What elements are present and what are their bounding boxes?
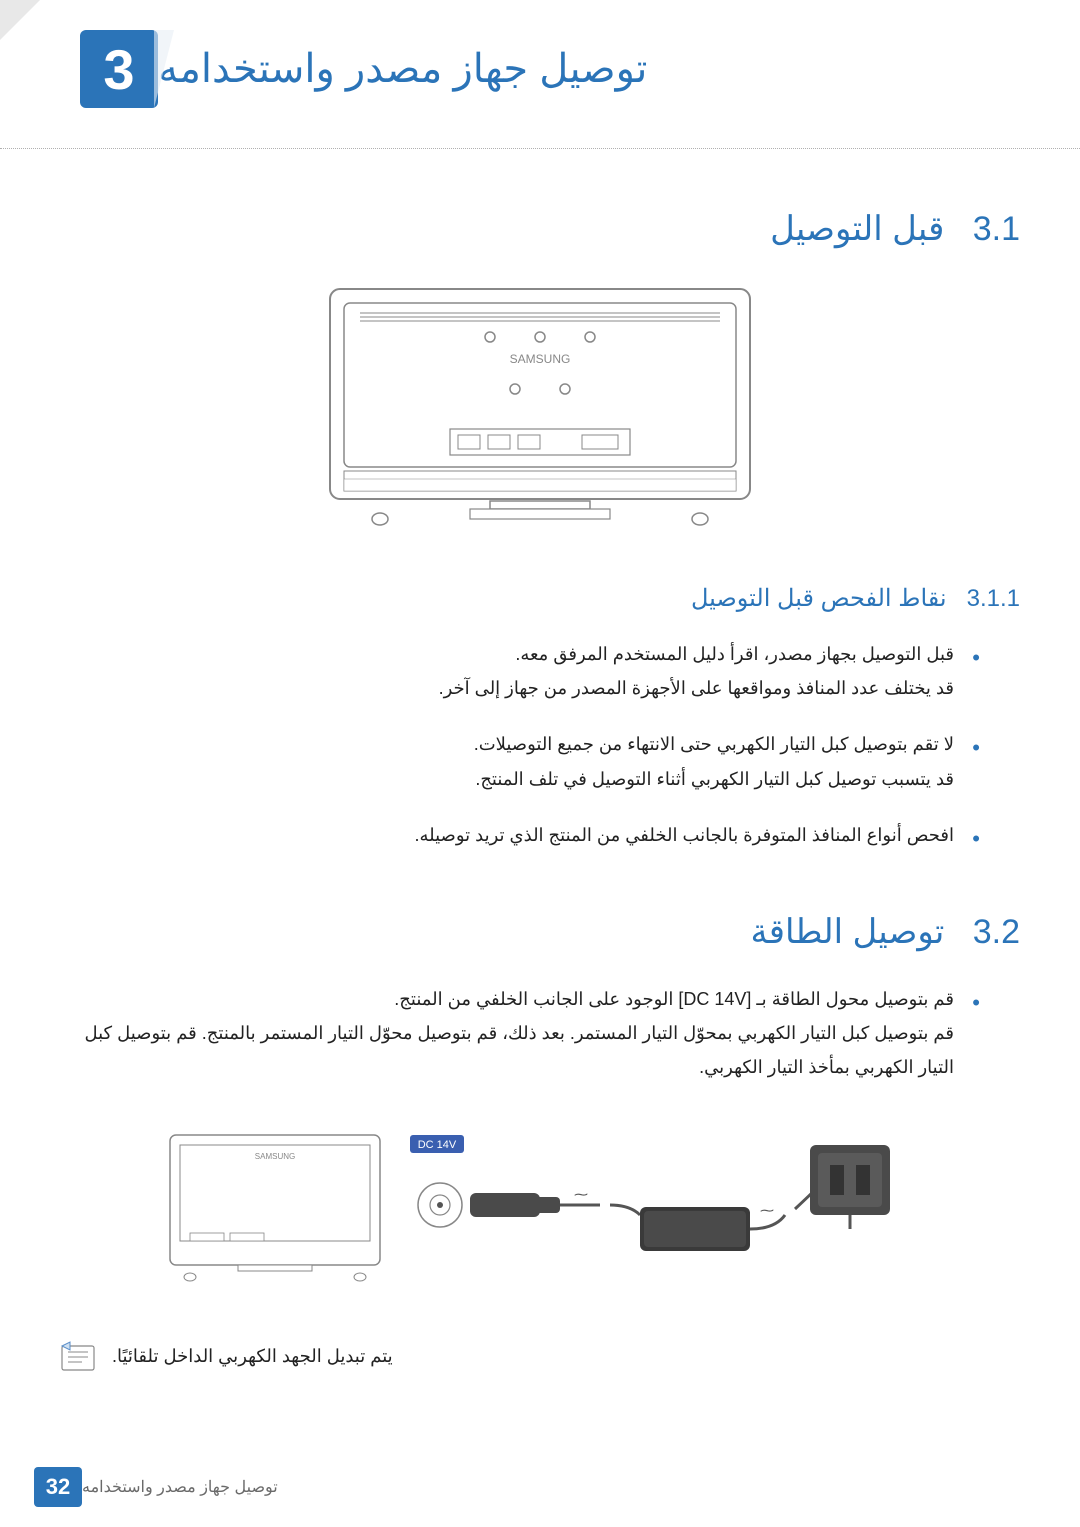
page-footer: 32 توصيل جهاز مصدر واستخدامه: [0, 1467, 1080, 1507]
monitor-illustration: SAMSUNG: [320, 279, 760, 539]
dc-label: DC 14V: [418, 1139, 457, 1151]
section-number: 3.2: [973, 913, 1020, 951]
subsection-number: 3.1.1: [967, 585, 1020, 612]
content: 3.1 قبل التوصيل SAMSUNG: [0, 209, 1080, 1376]
svg-text:⁓: ⁓: [574, 1186, 588, 1202]
note-icon: [60, 1340, 96, 1376]
bullet-line: قبل التوصيل بجهاز مصدر، اقرأ دليل المستخ…: [60, 637, 954, 671]
bullet-line: قم بتوصيل محول الطاقة بـ [DC 14V] الوجود…: [60, 982, 954, 1016]
list-item: لا تقم بتوصيل كبل التيار الكهربي حتى الا…: [60, 727, 980, 795]
bullet-line: قد يتسبب توصيل كبل التيار الكهربي أثناء …: [60, 762, 954, 796]
list-item: قبل التوصيل بجهاز مصدر، اقرأ دليل المستخ…: [60, 637, 980, 705]
footer-text: توصيل جهاز مصدر واستخدامه: [82, 1477, 278, 1497]
section-title: قبل التوصيل: [770, 210, 944, 248]
bullet-line: قد يختلف عدد المنافذ ومواقعها على الأجهز…: [60, 671, 954, 705]
page-number: 32: [34, 1467, 82, 1507]
section-3-2-heading: 3.2 توصيل الطاقة: [60, 912, 1020, 952]
svg-text:⁓: ⁓: [760, 1202, 774, 1218]
section-number: 3.1: [973, 210, 1020, 248]
section-3-1-heading: 3.1 قبل التوصيل: [60, 209, 1020, 249]
note-text: يتم تبديل الجهد الكهربي الداخل تلقائيًا.: [112, 1340, 393, 1372]
page-header: 3 توصيل جهاز مصدر واستخدامه: [0, 0, 1080, 149]
monitor-back-figure: SAMSUNG: [60, 279, 1020, 544]
subsection-title: نقاط الفحص قبل التوصيل: [691, 585, 947, 612]
svg-text:SAMSUNG: SAMSUNG: [255, 1152, 295, 1161]
power-bullets: قم بتوصيل محول الطاقة بـ [DC 14V] الوجود…: [60, 982, 1020, 1085]
chapter-title: توصيل جهاز مصدر واستخدامه: [158, 46, 647, 92]
section-title: توصيل الطاقة: [751, 913, 945, 951]
list-item: افحص أنواع المنافذ المتوفرة بالجانب الخل…: [60, 818, 980, 852]
section-3-1-1-heading: 3.1.1 نقاط الفحص قبل التوصيل: [60, 584, 1020, 613]
bullet-line: قم بتوصيل كبل التيار الكهربي بمحوّل التي…: [60, 1016, 954, 1084]
samsung-logo: SAMSUNG: [510, 352, 571, 366]
note-row: يتم تبديل الجهد الكهربي الداخل تلقائيًا.: [60, 1340, 1020, 1376]
checkpoints-list: قبل التوصيل بجهاز مصدر، اقرأ دليل المستخ…: [60, 637, 1020, 852]
power-connection-figure: SAMSUNG DC 14V ⁓ ⁓: [60, 1115, 1020, 1310]
list-item: قم بتوصيل محول الطاقة بـ [DC 14V] الوجود…: [60, 982, 980, 1085]
bullet-line: افحص أنواع المنافذ المتوفرة بالجانب الخل…: [60, 818, 954, 852]
bullet-line: لا تقم بتوصيل كبل التيار الكهربي حتى الا…: [60, 727, 954, 761]
power-illustration: SAMSUNG DC 14V ⁓ ⁓: [160, 1115, 920, 1305]
chapter-number-badge: 3: [80, 30, 158, 108]
